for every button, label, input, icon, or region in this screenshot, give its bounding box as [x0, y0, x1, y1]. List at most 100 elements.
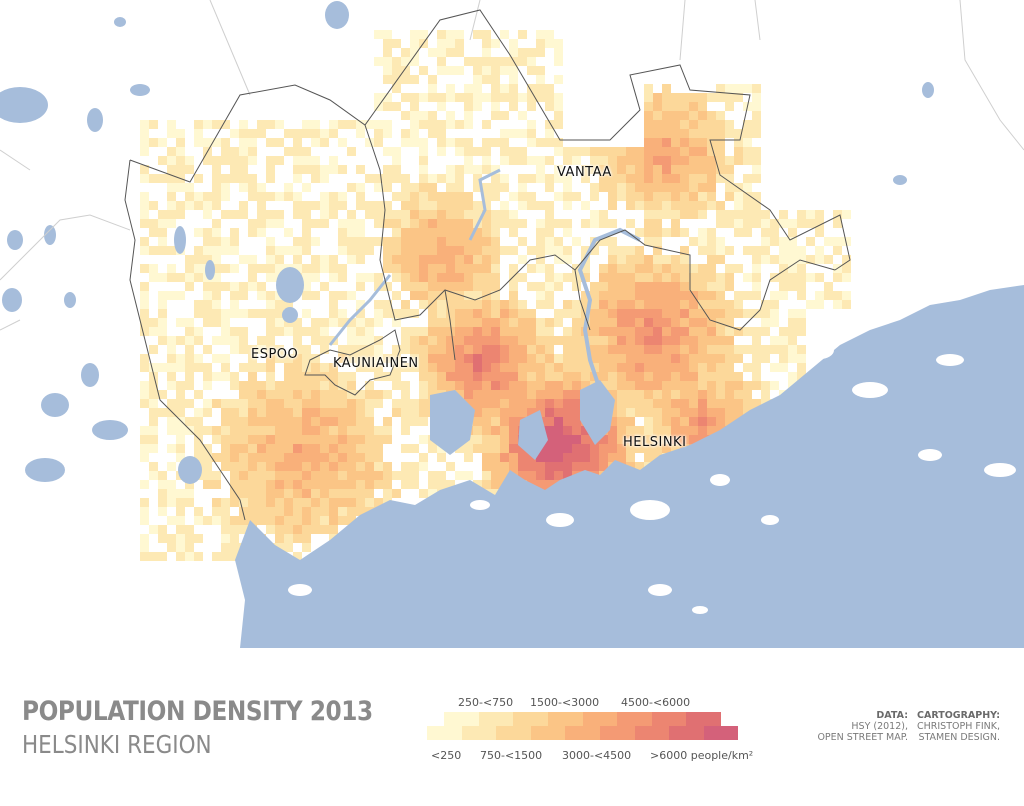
density-cell [590, 336, 599, 345]
density-cell [455, 381, 464, 390]
density-cell [662, 309, 671, 318]
density-cell [752, 381, 761, 390]
density-cell [185, 399, 194, 408]
density-cell [680, 246, 689, 255]
density-cell [662, 120, 671, 129]
density-cell [689, 201, 698, 210]
density-cell [563, 444, 572, 453]
density-cell [698, 291, 707, 300]
density-cell [464, 471, 473, 480]
density-cell [221, 183, 230, 192]
density-cell [626, 174, 635, 183]
density-cell [221, 498, 230, 507]
density-cell [572, 192, 581, 201]
density-cell [752, 273, 761, 282]
density-cell [644, 255, 653, 264]
density-cell [653, 282, 662, 291]
density-cell [536, 228, 545, 237]
density-cell [149, 426, 158, 435]
density-cell [401, 138, 410, 147]
density-cell [194, 327, 203, 336]
density-cell [779, 336, 788, 345]
density-cell [356, 228, 365, 237]
density-cell [464, 327, 473, 336]
density-cell [140, 444, 149, 453]
density-cell [446, 246, 455, 255]
density-cell [266, 417, 275, 426]
density-cell [266, 255, 275, 264]
density-cell [293, 453, 302, 462]
density-cell [626, 183, 635, 192]
density-cell [275, 327, 284, 336]
density-cell [446, 300, 455, 309]
density-cell [176, 534, 185, 543]
density-cell [302, 426, 311, 435]
density-cell [500, 129, 509, 138]
density-cell [365, 498, 374, 507]
density-cell [356, 129, 365, 138]
density-cell [356, 309, 365, 318]
density-cell [536, 453, 545, 462]
density-cell [671, 102, 680, 111]
density-cell [734, 390, 743, 399]
density-cell [536, 30, 545, 39]
density-cell [590, 156, 599, 165]
density-cell [500, 318, 509, 327]
density-cell [491, 327, 500, 336]
density-cell [266, 300, 275, 309]
density-cell [545, 318, 554, 327]
density-cell [302, 390, 311, 399]
density-cell [347, 435, 356, 444]
density-cell [662, 336, 671, 345]
density-cell [698, 336, 707, 345]
density-cell [491, 228, 500, 237]
density-cell [698, 399, 707, 408]
density-cell [239, 462, 248, 471]
density-cell [284, 354, 293, 363]
density-cell [347, 417, 356, 426]
density-cell [725, 390, 734, 399]
density-cell [365, 408, 374, 417]
density-cell [473, 237, 482, 246]
density-cell [653, 201, 662, 210]
density-cell [302, 345, 311, 354]
map-canvas[interactable]: VANTAA ESPOO KAUNIAINEN HELSINKI [0, 0, 1024, 648]
density-cell [446, 336, 455, 345]
density-cell [275, 471, 284, 480]
density-cell [158, 273, 167, 282]
density-cell [608, 156, 617, 165]
density-cell [509, 390, 518, 399]
density-cell [599, 435, 608, 444]
density-cell [284, 453, 293, 462]
density-cell [518, 147, 527, 156]
density-cell [230, 408, 239, 417]
density-cell [644, 426, 653, 435]
density-cell [473, 75, 482, 84]
density-cell [257, 516, 266, 525]
density-cell [293, 345, 302, 354]
density-cell [824, 237, 833, 246]
density-cell [140, 435, 149, 444]
density-cell [509, 93, 518, 102]
density-cell [302, 372, 311, 381]
density-cell [608, 165, 617, 174]
density-cell [365, 444, 374, 453]
density-cell [455, 165, 464, 174]
density-cell [401, 57, 410, 66]
density-cell [626, 264, 635, 273]
density-cell [149, 246, 158, 255]
density-cell [509, 219, 518, 228]
density-cell [707, 147, 716, 156]
density-cell [212, 399, 221, 408]
density-cell [221, 417, 230, 426]
density-cell [680, 129, 689, 138]
density-cell [392, 408, 401, 417]
density-cell [635, 291, 644, 300]
density-cell [482, 345, 491, 354]
density-cell [302, 516, 311, 525]
density-cell [410, 138, 419, 147]
density-cell [329, 462, 338, 471]
density-cell [536, 264, 545, 273]
density-cell [797, 264, 806, 273]
density-cell [473, 345, 482, 354]
